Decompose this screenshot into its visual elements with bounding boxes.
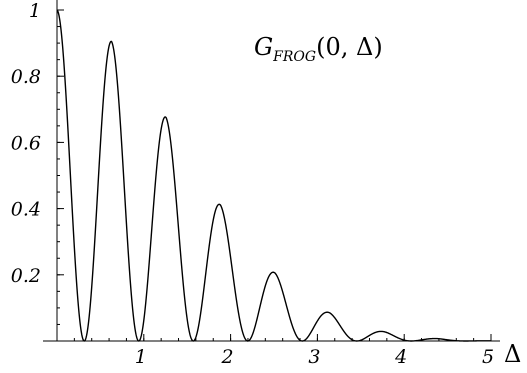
- axis-tick-labels: 1 2 3 4 5 0.2 0.4 0.6 0.8 1: [11, 0, 494, 368]
- data-curve: [56, 9, 491, 342]
- axis-ticks: [57, 9, 492, 341]
- y-tick-label: 0.6: [11, 132, 41, 154]
- x-tick-label: 4: [394, 346, 407, 368]
- x-tick-label: 5: [482, 346, 494, 368]
- axes: [43, 0, 500, 342]
- y-tick-label: 0.8: [11, 66, 41, 88]
- x-tick-label: 1: [135, 346, 147, 368]
- y-tick-label: 1: [29, 0, 41, 22]
- x-tick-label: 3: [308, 346, 320, 368]
- function-subscript: FROG: [272, 49, 316, 65]
- y-tick-label: 0.2: [11, 265, 41, 287]
- function-args-open: (0,: [316, 33, 356, 61]
- function-name: G: [254, 33, 273, 61]
- y-tick-label: 0.4: [11, 199, 41, 221]
- function-args-close: ): [373, 33, 382, 61]
- function-annotation: GFROG(0, Δ): [254, 33, 383, 65]
- function-delta: Δ: [356, 33, 373, 61]
- x-tick-label: 2: [221, 346, 234, 368]
- x-axis-label: Δ: [504, 340, 521, 368]
